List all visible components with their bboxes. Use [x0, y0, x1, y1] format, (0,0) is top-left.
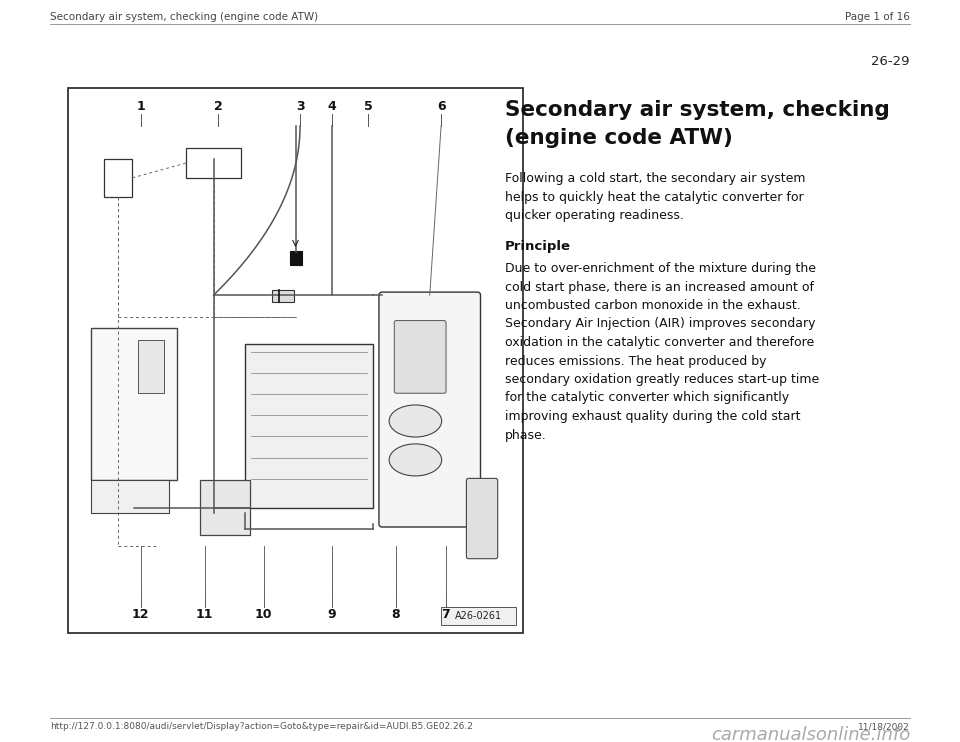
- Bar: [105, 159, 132, 197]
- Text: Following a cold start, the secondary air system
helps to quickly heat the catal: Following a cold start, the secondary ai…: [505, 172, 805, 222]
- Ellipse shape: [389, 405, 442, 437]
- Bar: [138, 340, 164, 393]
- Bar: [246, 344, 372, 508]
- Text: 2: 2: [214, 99, 223, 113]
- Text: carmanualsonline.info: carmanualsonline.info: [710, 726, 910, 742]
- Bar: [290, 251, 301, 265]
- Text: 11: 11: [196, 608, 213, 622]
- FancyBboxPatch shape: [467, 479, 497, 559]
- Text: 7: 7: [442, 608, 450, 622]
- Bar: [91, 480, 169, 513]
- Text: Page 1 of 16: Page 1 of 16: [845, 12, 910, 22]
- Text: 6: 6: [437, 99, 445, 113]
- Bar: [68, 88, 523, 633]
- Bar: [441, 607, 516, 625]
- Text: 3: 3: [296, 99, 304, 113]
- Text: Secondary air system, checking: Secondary air system, checking: [505, 100, 890, 120]
- Text: 11/18/2002: 11/18/2002: [858, 722, 910, 731]
- Text: 10: 10: [255, 608, 273, 622]
- Text: (engine code ATW): (engine code ATW): [505, 128, 732, 148]
- Text: Secondary air system, checking (engine code ATW): Secondary air system, checking (engine c…: [50, 12, 318, 22]
- Text: http://127.0.0.1:8080/audi/servlet/Display?action=Goto&type=repair&id=AUDI.B5.GE: http://127.0.0.1:8080/audi/servlet/Displ…: [50, 722, 473, 731]
- Text: 8: 8: [392, 608, 400, 622]
- Text: 12: 12: [132, 608, 150, 622]
- Bar: [273, 290, 295, 302]
- Bar: [200, 480, 250, 535]
- Bar: [186, 148, 241, 178]
- FancyBboxPatch shape: [395, 321, 446, 393]
- FancyBboxPatch shape: [379, 292, 481, 527]
- Bar: [91, 328, 178, 480]
- Text: 9: 9: [327, 608, 336, 622]
- Text: Principle: Principle: [505, 240, 571, 253]
- Text: 4: 4: [327, 99, 336, 113]
- Text: 26-29: 26-29: [872, 55, 910, 68]
- Text: 1: 1: [136, 99, 145, 113]
- Text: Due to over-enrichment of the mixture during the
cold start phase, there is an i: Due to over-enrichment of the mixture du…: [505, 262, 819, 441]
- Text: A26-0261: A26-0261: [454, 611, 501, 621]
- Text: 5: 5: [364, 99, 372, 113]
- Ellipse shape: [389, 444, 442, 476]
